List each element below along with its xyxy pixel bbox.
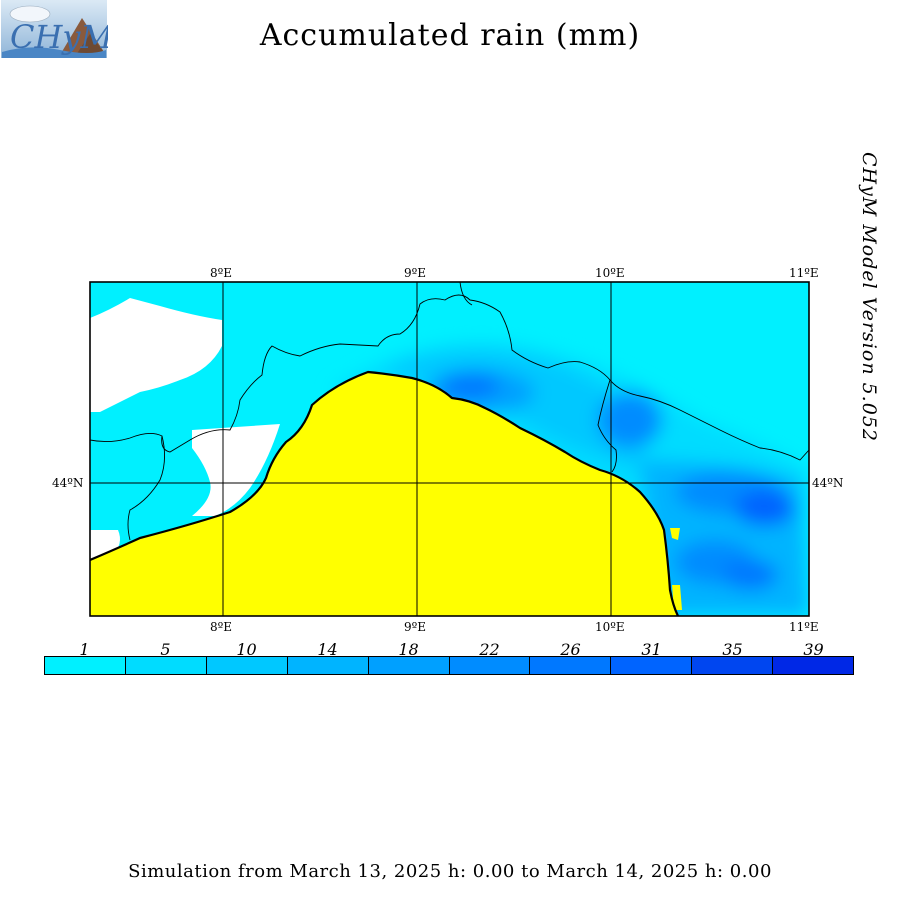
legend-label: 26	[560, 640, 581, 659]
lon-label-top-8e: 8ºE	[210, 266, 233, 280]
model-version-label: CHyM Model Version 5.052	[858, 152, 880, 442]
land-area	[670, 528, 680, 540]
land-area	[672, 585, 682, 610]
simulation-period: Simulation from March 13, 2025 h: 0.00 t…	[128, 861, 772, 882]
legend-swatch	[449, 657, 531, 674]
legend-swatch	[611, 657, 693, 674]
legend-label: 5	[160, 640, 171, 659]
lon-label-bottom-9e: 9ºE	[404, 620, 427, 634]
lon-label-bottom-10e: 10ºE	[595, 620, 625, 634]
legend-label: 35	[722, 640, 743, 659]
legend-swatch	[125, 657, 207, 674]
chym-logo: CHyM	[0, 0, 114, 60]
legend-swatch	[773, 657, 854, 674]
lon-label-top-10e: 10ºE	[595, 266, 625, 280]
region-borders	[90, 282, 809, 541]
legend-label: 31	[641, 640, 662, 659]
legend-label: 14	[317, 640, 338, 659]
legend-swatch	[368, 657, 450, 674]
svg-text:CHyM: CHyM	[10, 18, 108, 56]
legend-swatch	[287, 657, 369, 674]
color-legend	[44, 656, 854, 675]
legend-label: 39	[803, 640, 824, 659]
legend-swatch	[45, 657, 126, 674]
legend-label: 22	[479, 640, 500, 659]
lat-label-left-44n: 44ºN	[52, 476, 84, 490]
lon-label-bottom-8e: 8ºE	[210, 620, 233, 634]
map-title: Accumulated rain (mm)	[259, 18, 641, 53]
map-frame	[89, 281, 810, 617]
no-rain-area	[192, 424, 280, 516]
coastline	[90, 370, 679, 616]
lat-label-right-44n: 44ºN	[812, 476, 844, 490]
legend-label: 10	[236, 640, 257, 659]
legend-swatch	[692, 657, 774, 674]
no-rain-area	[90, 282, 222, 412]
lon-label-bottom-11e: 11ºE	[789, 620, 819, 634]
graticule	[90, 282, 809, 616]
legend-label: 18	[398, 640, 419, 659]
legend-label: 1	[79, 640, 90, 659]
lon-label-top-9e: 9ºE	[404, 266, 427, 280]
lon-label-top-11e: 11ºE	[789, 266, 819, 280]
legend-swatch	[206, 657, 288, 674]
land-area	[90, 372, 678, 616]
legend-swatch	[530, 657, 612, 674]
